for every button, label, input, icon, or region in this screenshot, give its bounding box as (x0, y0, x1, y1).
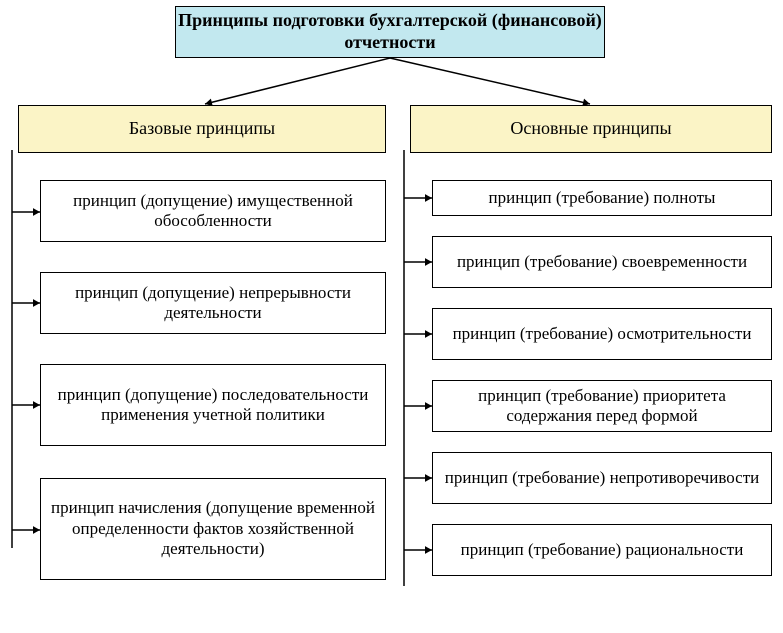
diagram-title: Принципы подготовки бухгалтерской (финан… (175, 6, 605, 58)
right-item-2: принцип (требование) осмотрительности (432, 308, 772, 360)
left-column-header: Базовые принципы (18, 105, 386, 153)
right-item-5: принцип (требование) рациональности (432, 524, 772, 576)
right-item-1: принцип (требование) своевременности (432, 236, 772, 288)
left-item-1: принцип (допущение) непрерывности деятел… (40, 272, 386, 334)
right-item-0: принцип (требование) полноты (432, 180, 772, 216)
left-item-2: принцип (допущение) последовательности п… (40, 364, 386, 446)
right-item-4: принцип (требование) непротиворечивости (432, 452, 772, 504)
left-item-0: принцип (допущение) имущественной обособ… (40, 180, 386, 242)
left-item-3: принцип начисления (допущение временной … (40, 478, 386, 580)
right-column-header: Основные принципы (410, 105, 772, 153)
right-item-3: принцип (требование) приоритета содержан… (432, 380, 772, 432)
